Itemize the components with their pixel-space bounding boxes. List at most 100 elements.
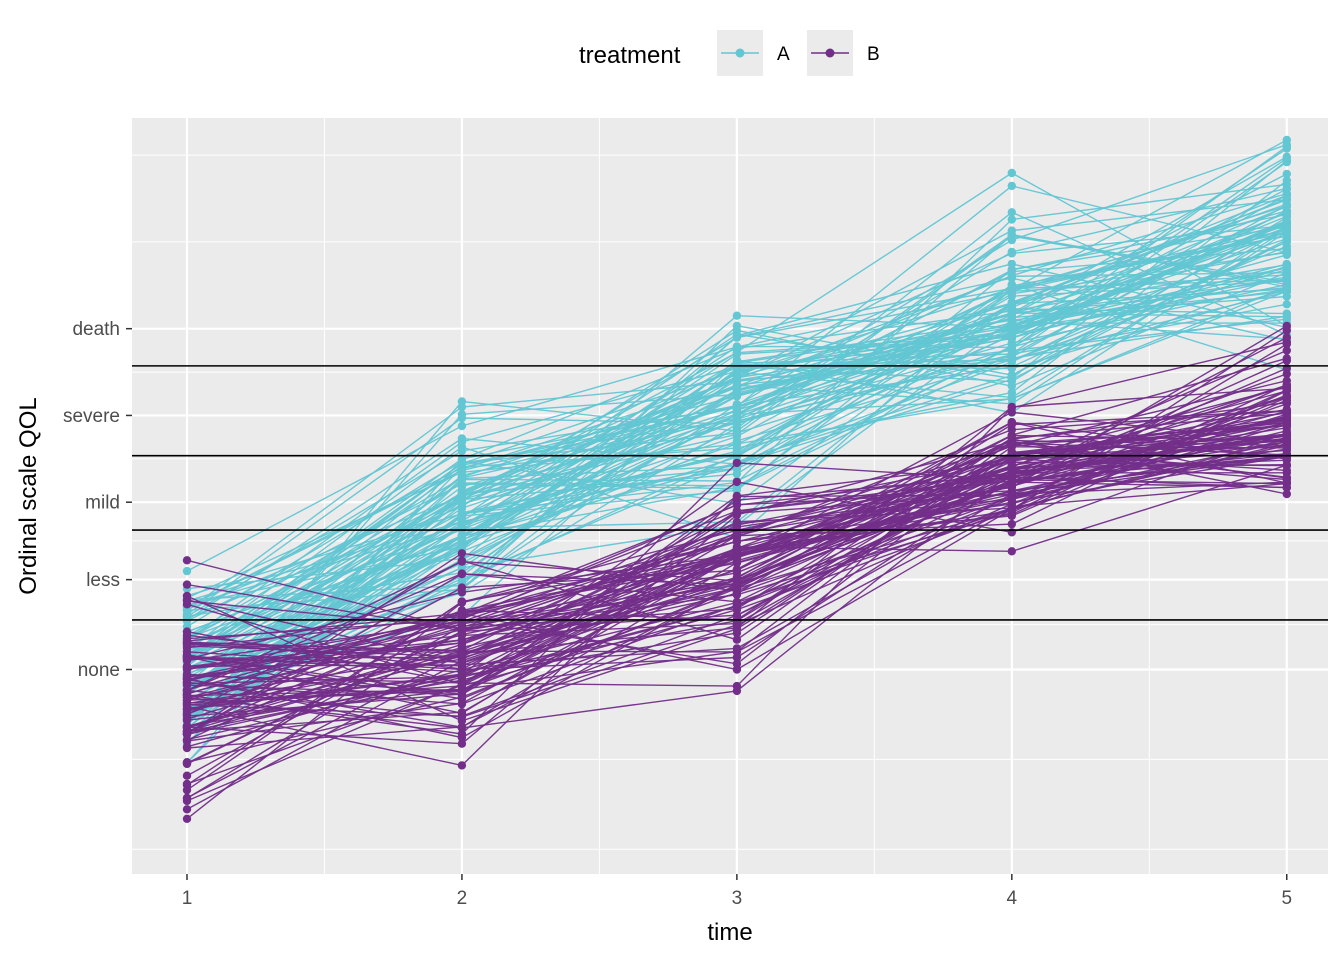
data-point-B (457, 670, 467, 679)
data-point-B (182, 580, 192, 589)
data-point-B (1007, 472, 1016, 482)
data-point-B (182, 596, 192, 606)
data-point-B (182, 814, 192, 823)
data-point-B (457, 712, 467, 722)
data-point-A (732, 386, 742, 395)
x-tick-label: 3 (732, 888, 743, 909)
data-point-B (1007, 418, 1016, 427)
data-point-A (457, 517, 467, 526)
data-point-B (732, 653, 742, 662)
data-point-B (1007, 547, 1016, 556)
data-point-A (732, 402, 742, 411)
data-point-A (1282, 241, 1292, 251)
data-point-A (1007, 208, 1016, 217)
data-point-B (1282, 460, 1292, 469)
data-point-A (457, 421, 467, 431)
data-point-B (732, 477, 742, 487)
y-axis-title: Ordinal scale QOL (15, 397, 42, 594)
data-point-A (457, 531, 467, 540)
data-point-B (732, 558, 742, 567)
data-point-A (1007, 273, 1016, 283)
data-point-B (182, 794, 192, 803)
data-point-B (457, 699, 467, 708)
y-axis: death severe mild less none (63, 319, 132, 681)
x-axis-title: time (707, 919, 752, 946)
data-point-A (1007, 247, 1016, 257)
data-point-B (732, 602, 742, 611)
data-point-B (1282, 441, 1292, 451)
x-axis: 1 2 3 4 5 (182, 874, 1292, 909)
data-point-A (1007, 326, 1016, 335)
data-point-A (1007, 181, 1016, 191)
data-point-B (1282, 432, 1292, 441)
legend-title: treatment (579, 42, 681, 69)
plot-panel (132, 118, 1328, 874)
data-point-A (1282, 250, 1292, 260)
data-point-A (1282, 270, 1292, 280)
data-point-A (1007, 309, 1016, 318)
data-point-A (732, 372, 742, 381)
data-point-A (457, 413, 467, 423)
cutpoint-layer (132, 365, 1328, 621)
data-point-B (182, 656, 192, 665)
data-point-B (457, 687, 467, 697)
y-tick-label: mild (85, 493, 120, 514)
data-point-B (1282, 421, 1292, 430)
data-point-B (732, 500, 742, 509)
y-tick-label: less (86, 570, 120, 591)
data-point-B (457, 649, 467, 658)
data-point-B (1282, 489, 1292, 499)
data-point-A (1282, 140, 1292, 149)
data-point-A (732, 418, 742, 428)
data-point-A (1007, 215, 1016, 224)
data-point-B (457, 557, 467, 566)
data-point-A (457, 474, 467, 483)
data-point-A (1282, 180, 1292, 189)
data-point-A (457, 437, 467, 447)
legend-key-point (825, 48, 835, 58)
data-point-B (457, 588, 467, 597)
data-point-A (182, 616, 192, 626)
data-point-B (1282, 384, 1292, 393)
data-point-B (182, 805, 192, 814)
data-point-B (1282, 326, 1292, 335)
data-point-A (732, 311, 742, 320)
legend-key-point (735, 48, 745, 58)
data-point-A (1282, 152, 1292, 161)
data-point-B (732, 681, 742, 691)
legend-label: A (777, 44, 790, 65)
data-point-A (457, 496, 467, 505)
x-tick-label: 1 (182, 888, 193, 909)
data-point-B (732, 537, 742, 546)
data-point-B (732, 623, 742, 633)
data-point-A (1282, 300, 1292, 309)
data-point-B (1007, 519, 1016, 529)
data-point-A (1007, 350, 1016, 359)
data-point-A (457, 446, 467, 456)
data-point-B (1007, 455, 1016, 464)
data-point-B (1007, 495, 1016, 504)
data-point-A (457, 466, 467, 475)
data-point-B (457, 623, 467, 633)
data-point-B (457, 656, 467, 665)
data-point-A (182, 566, 192, 576)
data-point-A (1007, 284, 1016, 293)
data-point-B (732, 492, 742, 501)
data-point-A (457, 397, 467, 406)
data-point-B (732, 635, 742, 644)
data-point-A (1282, 169, 1292, 179)
data-point-A (732, 392, 742, 401)
data-point-B (182, 693, 192, 702)
data-point-B (1007, 464, 1016, 473)
data-point-A (457, 563, 467, 572)
data-point-B (457, 733, 467, 742)
x-tick-label: 4 (1007, 888, 1018, 909)
data-point-B (1282, 473, 1292, 482)
data-point-B (1282, 398, 1292, 407)
data-point-A (732, 430, 742, 439)
data-point-B (457, 598, 467, 607)
y-tick-label: severe (63, 406, 120, 427)
data-point-B (732, 458, 742, 468)
data-point-A (1282, 231, 1292, 241)
